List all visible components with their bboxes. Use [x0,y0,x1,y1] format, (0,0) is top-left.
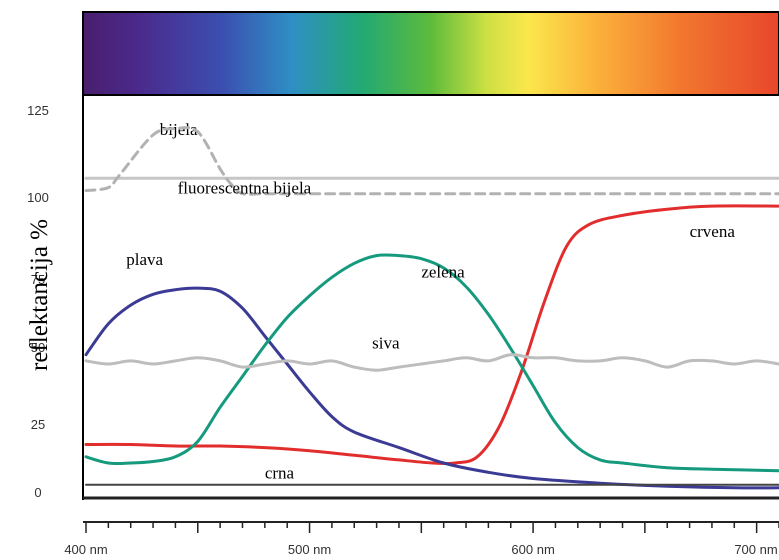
x-tick-label: 500 nm [288,542,331,557]
series-label-siva: siva [372,333,400,352]
series-label-zelena: zelena [421,262,465,281]
series-line-plava [84,286,779,490]
y-tick-label: 0 [34,485,41,500]
series-label-crvena: crvena [690,222,736,241]
series-label-fluorescentna-bijela: fluorescentna bijela [178,179,312,198]
y-tick-label: 50 [31,340,45,355]
x-tick-label: 700 nm [734,542,777,557]
y-tick-label: 25 [31,417,45,432]
spectrum-bar [82,11,779,96]
x-ticks [85,522,779,533]
series-line-siva [84,353,779,372]
y-tick-label: 75 [31,272,45,287]
series-label-crna: crna [265,464,295,483]
x-tick-label: 400 nm [64,542,107,557]
x-tick-label: 600 nm [511,542,554,557]
series-line-crvena [84,204,779,466]
x-tick-labels: 400 nm 500 nm 600 nm 700 nm [64,542,777,557]
series-line-zelena [84,253,779,473]
y-tick-labels: 0 25 50 75 100 125 [27,103,49,500]
y-tick-label: 100 [27,190,49,205]
y-axis-title: reflektancija % [26,219,53,371]
y-tick-label: 125 [27,103,49,118]
series-line-fluorescentna-bijela [84,126,779,196]
series-label-plava: plava [126,250,163,269]
